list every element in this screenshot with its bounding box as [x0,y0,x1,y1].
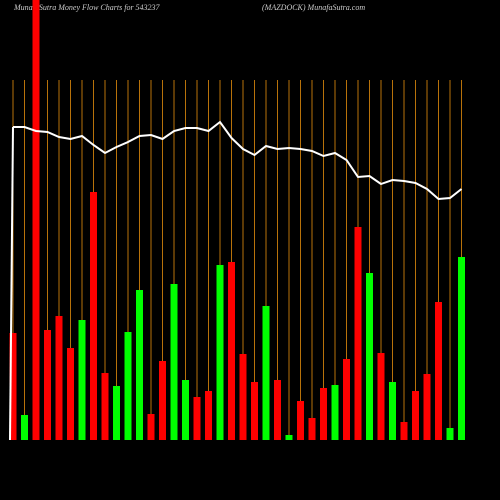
chart-title: MunafaSutra Money Flow Charts for 543237 [13,3,161,12]
bar [412,391,419,440]
bar [228,262,235,440]
bar [308,418,316,440]
bar [343,359,350,440]
bar [170,284,178,440]
bar [113,386,120,440]
chart-subtitle: (MAZDOCK) MunafaSutra.com [262,3,365,12]
bar [274,380,281,440]
line-start [9,126,14,441]
bar [262,306,270,440]
bar [366,273,373,440]
bar [435,302,442,440]
bar [182,380,189,440]
bar [205,391,212,440]
money-flow-line [13,120,463,201]
bar [251,382,258,440]
bar [159,361,166,440]
bar [9,333,17,440]
bar [458,257,465,440]
bar [101,373,109,440]
bar [124,332,132,440]
bar [446,428,454,440]
bar [21,415,28,440]
bar [78,320,86,440]
bar [90,192,97,440]
bar [67,348,74,440]
bar [320,388,327,440]
bar [331,385,339,440]
bar [147,414,155,440]
bar [285,435,293,440]
bar [136,290,143,440]
bar [216,265,224,440]
bar [44,330,51,440]
bar [239,354,247,440]
bar [423,374,431,440]
bar [193,397,201,440]
bar [377,353,385,440]
bar [354,227,362,440]
bar [32,0,40,440]
bar [55,316,63,440]
bar [389,382,396,440]
bar [297,401,304,440]
bar [400,422,408,440]
